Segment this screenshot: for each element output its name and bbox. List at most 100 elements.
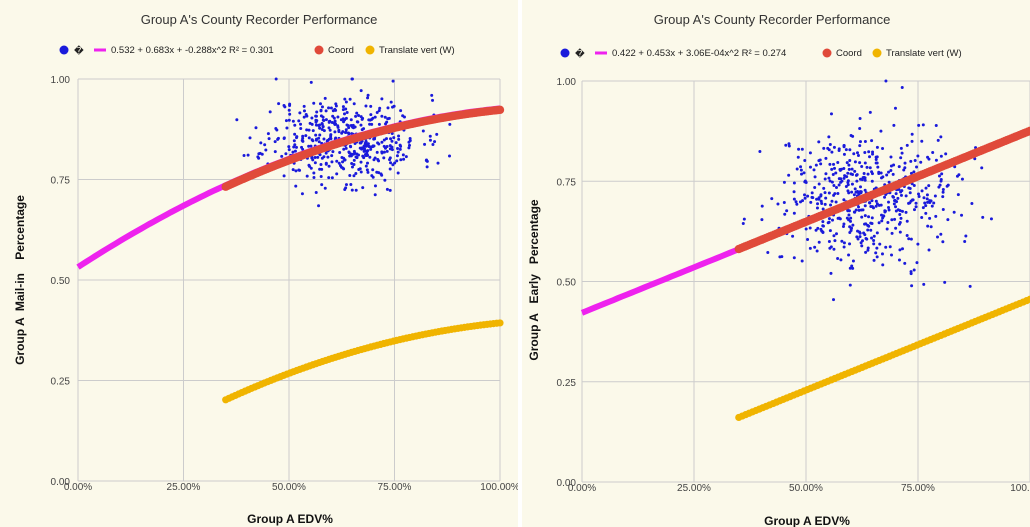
scatter-point	[817, 182, 821, 186]
scatter-point	[359, 123, 363, 127]
scatter-point	[256, 155, 260, 159]
scatter-point	[912, 208, 916, 212]
scatter-point	[832, 298, 836, 302]
scatter-point	[823, 202, 827, 206]
scatter-point	[862, 171, 866, 175]
scatter-point	[317, 204, 321, 208]
scatter-point	[866, 172, 870, 176]
coord-point	[1025, 126, 1030, 136]
scatter-point	[352, 163, 356, 167]
scatter-point	[277, 102, 281, 106]
scatter-point	[348, 154, 352, 158]
scatter-point	[920, 216, 924, 220]
scatter-point	[922, 196, 926, 200]
chart-svg-mail-in: Group A's County Recorder Performance � …	[13, 12, 518, 526]
scatter-point	[832, 166, 836, 170]
scatter-point	[264, 148, 268, 152]
scatter-point	[874, 251, 878, 255]
scatter-point	[349, 183, 353, 187]
scatter-point	[824, 196, 828, 200]
scatter-point	[792, 197, 796, 201]
scatter-point	[867, 224, 871, 228]
scatter-point	[828, 229, 832, 233]
scatter-point	[292, 145, 296, 149]
scatter-point	[327, 106, 331, 110]
scatter-point	[941, 187, 945, 191]
scatter-point	[800, 172, 804, 176]
scatter-point	[305, 128, 309, 132]
scatter-point	[887, 180, 891, 184]
scatter-point	[856, 190, 860, 194]
scatter-point	[766, 251, 770, 255]
scatter-point	[407, 143, 411, 147]
scatter-point	[869, 228, 873, 232]
chart-title: Group A's County Recorder Performance	[141, 12, 378, 27]
scatter-point	[320, 105, 324, 109]
scatter-point	[863, 178, 867, 182]
scatter-point	[858, 161, 862, 165]
scatter-point	[880, 252, 884, 256]
y-tick-label: 0.75	[557, 177, 577, 188]
scatter-point	[366, 170, 370, 174]
scatter-point	[388, 144, 392, 148]
scatter-point	[864, 250, 868, 254]
scatter-point	[384, 137, 388, 141]
scatter-point	[869, 205, 873, 209]
scatter-point	[816, 202, 820, 206]
scatter-point	[307, 136, 311, 140]
scatter-point	[891, 195, 895, 199]
scatter-point	[301, 136, 305, 140]
scatter-point	[314, 138, 318, 142]
scatter-point	[421, 129, 425, 133]
scatter-point	[336, 115, 340, 119]
scatter-point	[407, 146, 411, 150]
scatter-point	[293, 123, 297, 127]
scatter-point	[329, 133, 333, 137]
scatter-point	[868, 155, 872, 159]
scatter-point	[288, 103, 292, 107]
scatter-point	[872, 258, 876, 262]
scatter-point	[809, 200, 813, 204]
y-tick-label: 1.00	[557, 77, 577, 88]
scatter-point	[830, 199, 834, 203]
scatter-point	[832, 183, 836, 187]
scatter-point	[829, 203, 833, 207]
scatter-point	[310, 138, 314, 142]
scatter-point	[917, 123, 921, 127]
scatter-point	[285, 126, 289, 130]
scatter-point	[364, 104, 368, 108]
scatter-point	[282, 137, 286, 141]
scatter-point	[859, 208, 863, 212]
x-tick-label: 100.00%	[480, 482, 518, 493]
scatter-point	[890, 253, 894, 257]
scatter-point	[880, 176, 884, 180]
scatter-point	[377, 122, 381, 126]
scatter-point	[363, 147, 367, 151]
scatter-point	[327, 164, 331, 168]
scatter-point	[916, 154, 920, 158]
scatter-point	[357, 153, 361, 157]
scatter-point	[380, 173, 384, 177]
translate-vert-point	[496, 319, 504, 327]
scatter-point	[929, 199, 933, 203]
scatter-point	[931, 150, 935, 154]
scatter-point	[787, 142, 791, 146]
scatter-point	[827, 135, 831, 139]
chart-svg-early: Group A's County Recorder Performance � …	[527, 12, 1030, 527]
scatter-point	[866, 248, 870, 252]
scatter-point	[312, 171, 316, 175]
scatter-point	[811, 196, 815, 200]
scatter-point	[874, 204, 878, 208]
scatter-point	[877, 170, 881, 174]
scatter-point	[813, 245, 817, 249]
scatter-point	[428, 138, 432, 142]
scatter-point	[329, 106, 333, 110]
scatter-point	[934, 214, 938, 218]
scatter-point	[842, 166, 846, 170]
scatter-point	[325, 139, 329, 143]
scatter-point	[946, 218, 950, 222]
scatter-point	[359, 115, 363, 119]
scatter-point	[307, 144, 311, 148]
scatter-point	[960, 213, 964, 217]
scatter-point	[941, 190, 945, 194]
